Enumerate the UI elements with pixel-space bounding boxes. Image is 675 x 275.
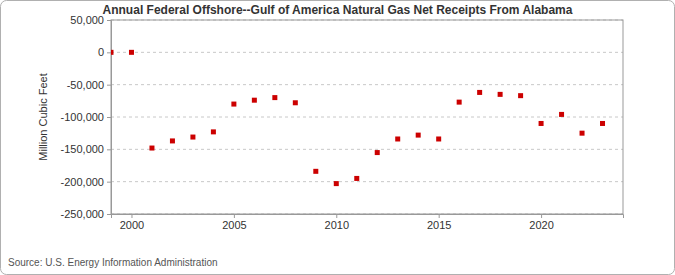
x-tick-mark	[234, 214, 235, 218]
point	[559, 112, 564, 117]
plot: -250,000 -200,000 -150,000 -100,000 -50,000 0…	[61, 14, 624, 231]
y-tick: -150,000	[61, 143, 111, 155]
y-tick: -50,000	[67, 79, 111, 91]
point	[293, 100, 298, 105]
grid	[111, 20, 623, 214]
chart: -250,000 -200,000 -150,000 -100,000 -50,000 0…	[0, 0, 675, 275]
x-tick-mark	[439, 214, 440, 218]
point	[477, 90, 482, 95]
y-tick-label: -100,000	[61, 111, 104, 123]
y-tick: -200,000	[61, 176, 111, 188]
x-tick-mark	[336, 214, 337, 218]
y-tick-label: 50,000	[70, 14, 104, 26]
x-tick-label: 2020	[529, 219, 553, 231]
point	[190, 135, 195, 140]
x-tick: 2005	[222, 214, 246, 231]
x-tick: 2015	[427, 214, 451, 231]
y-tick-mark	[107, 85, 111, 86]
point	[272, 95, 277, 100]
point	[580, 131, 585, 136]
y-tick-label: -250,000	[61, 208, 104, 220]
point	[457, 100, 462, 105]
y-tick-label: -50,000	[67, 79, 104, 91]
y-tick-label: 0	[98, 46, 104, 58]
y-axis-title: Million Cubic Feet	[37, 73, 49, 160]
y-axis-line	[107, 21, 112, 215]
x-tick-label: 2005	[222, 219, 246, 231]
y-tick-mark	[107, 149, 111, 150]
point	[518, 93, 523, 98]
point	[416, 133, 421, 138]
point	[334, 181, 339, 186]
x-tick-mark	[131, 214, 132, 218]
title: Annual Federal Offshore--Gulf of America…	[103, 3, 573, 17]
point	[170, 138, 175, 143]
x-tick: 2010	[325, 214, 349, 231]
point	[313, 169, 318, 174]
point	[375, 150, 380, 155]
source: Source: U.S. Energy Information Administ…	[8, 257, 218, 268]
x-axis: 2000 2005 2010 2015 2020	[112, 214, 624, 231]
y-tick-label: -200,000	[61, 176, 104, 188]
point	[436, 136, 441, 141]
x-tick-label: 2015	[427, 219, 451, 231]
point	[252, 98, 257, 103]
point	[498, 92, 503, 97]
point	[395, 136, 400, 141]
x-axis-line	[112, 215, 624, 219]
y-tick-mark	[107, 182, 111, 183]
y-tick: 0	[98, 46, 111, 58]
y-tick-mark	[107, 117, 111, 118]
x-tick: 2020	[529, 214, 553, 231]
background	[1, 1, 675, 275]
x-tick-label: 2010	[325, 219, 349, 231]
point	[354, 176, 359, 181]
point	[211, 129, 216, 134]
grid-line	[111, 52, 623, 53]
y-tick-mark	[107, 214, 111, 215]
y-axis: -250,000 -200,000 -150,000 -100,000 -50,000 0…	[61, 14, 112, 220]
grid-line	[111, 117, 623, 118]
points	[111, 50, 605, 186]
plot-frame	[111, 20, 623, 214]
x-tick: 2000	[120, 214, 144, 231]
point	[600, 121, 605, 126]
grid-line	[111, 181, 623, 182]
y-tick-mark	[107, 20, 111, 21]
y-tick: -250,000	[61, 208, 111, 220]
x-tick-label: 2000	[120, 219, 144, 231]
y-tick-mark	[107, 52, 111, 53]
x-tick-mark	[541, 214, 542, 218]
y-tick: -100,000	[61, 111, 111, 123]
grid-line	[111, 84, 623, 85]
point	[539, 121, 544, 126]
point	[111, 50, 114, 55]
point	[231, 102, 236, 107]
point	[129, 50, 134, 55]
point	[149, 146, 154, 151]
grid-line	[111, 149, 623, 150]
y-tick-label: -150,000	[61, 143, 104, 155]
